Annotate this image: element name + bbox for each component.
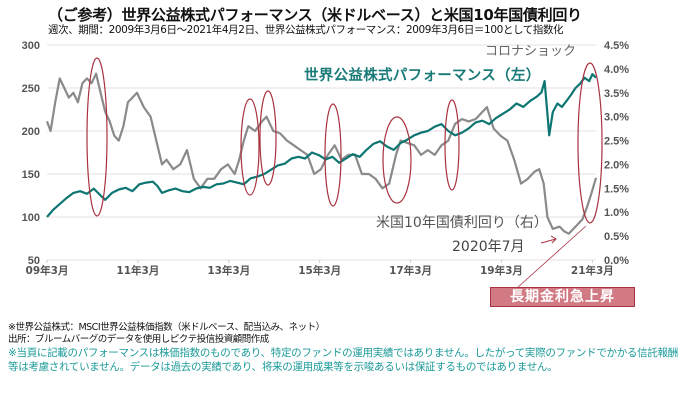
rate-surge-badge: 長期金利急上昇 [490, 287, 635, 307]
y-left-tick-label: 100 [22, 212, 40, 224]
y-right-tick-label: 1.5% [604, 183, 629, 195]
highlight-ellipse [382, 116, 412, 204]
y-right-tick-label: 3.5% [604, 88, 629, 100]
y-axis-left: 50 100 150 200 250 300 [22, 40, 40, 267]
highlight-ellipse [86, 57, 108, 217]
highlight-ellipse [240, 98, 260, 196]
y-left-tick-label: 250 [22, 83, 40, 95]
y-right-tick-label: 0.0% [604, 255, 629, 267]
stock-series-label: 世界公益株式パフォーマンス（左） [304, 68, 541, 84]
footnote-disclaimer: ※当頁に記載のパフォーマンスは株価指数のものであり、特定のファンドの運用実績では… [8, 347, 678, 373]
highlight-ellipse [324, 103, 342, 207]
stock-performance-line [46, 73, 597, 218]
y-left-tick-label: 150 [22, 169, 40, 181]
x-tick-label: 13年3月 [207, 264, 250, 277]
gridlines [47, 44, 596, 261]
bond-series-label: 米国10年国債利回り（右） [376, 215, 548, 231]
chart-subtitle: 週次、期間：2009年3月6日～2021年4月2日、世界公益株式パフォーマンス：… [48, 24, 564, 36]
y-right-tick-label: 2.0% [604, 159, 629, 171]
x-axis: 09年3月 11年3月 13年3月 15年3月 17年3月 19年3月 21年3月 [26, 260, 614, 277]
y-left-tick-label: 200 [22, 126, 40, 138]
highlight-ellipse [577, 62, 603, 224]
highlight-ellipse [259, 90, 277, 186]
x-tick-label: 19年3月 [480, 264, 523, 277]
x-tick-label: 11年3月 [116, 264, 159, 277]
y-axis-right: 0.0% 0.5% 1.0% 1.5% 2.0% 2.5% 3.0% 3.5% 4.0% 4.5% [604, 40, 629, 267]
y-right-tick-label: 2.5% [604, 136, 629, 148]
chart-title: （ご参考）世界公益株式パフォーマンス（米ドルベース）と米国10年国債利回り [48, 6, 582, 24]
y-right-tick-label: 3.0% [604, 112, 629, 124]
chart-svg: 50 100 150 200 250 300 0.0% 0.5% 1.0% 1.5% 2.0% 2.… [22, 40, 629, 289]
arrow-head-icon [550, 235, 557, 244]
treasury-yield-line [45, 72, 598, 235]
badge-connector-line [516, 225, 587, 289]
date-label-2020-july: 2020年7月 [452, 239, 525, 255]
highlight-ellipse [444, 99, 460, 191]
annotation-arrows [516, 225, 587, 289]
arrow-2020-july [540, 238, 557, 244]
y-right-tick-label: 4.0% [604, 64, 629, 76]
y-right-tick-label: 4.5% [604, 40, 629, 52]
y-right-tick-label: 1.0% [604, 207, 629, 219]
y-left-tick-label: 300 [22, 40, 40, 52]
footnote-index-source: ※世界公益株式：MSCI世界公益株価指数（米ドルベース、配当込み、ネット） [8, 322, 325, 333]
y-left-tick-label: 50 [28, 255, 40, 267]
footnote-data-source: 出所：ブルームバーグのデータを使用しピクテ投信投資顧問作成 [8, 334, 269, 345]
y-right-tick-label: 0.5% [604, 231, 629, 243]
x-tick-label: 15年3月 [298, 264, 341, 277]
footnotes: ※世界公益株式：MSCI世界公益株価指数（米ドルベース、配当込み、ネット） 出所… [8, 322, 678, 374]
x-tick-label: 17年3月 [389, 264, 432, 277]
x-tick-label: 21年3月 [571, 264, 614, 277]
x-tick-label: 09年3月 [26, 264, 69, 277]
series-group [45, 72, 598, 235]
corona-shock-label: コロナショック [485, 44, 577, 59]
highlight-ellipses [86, 57, 603, 224]
